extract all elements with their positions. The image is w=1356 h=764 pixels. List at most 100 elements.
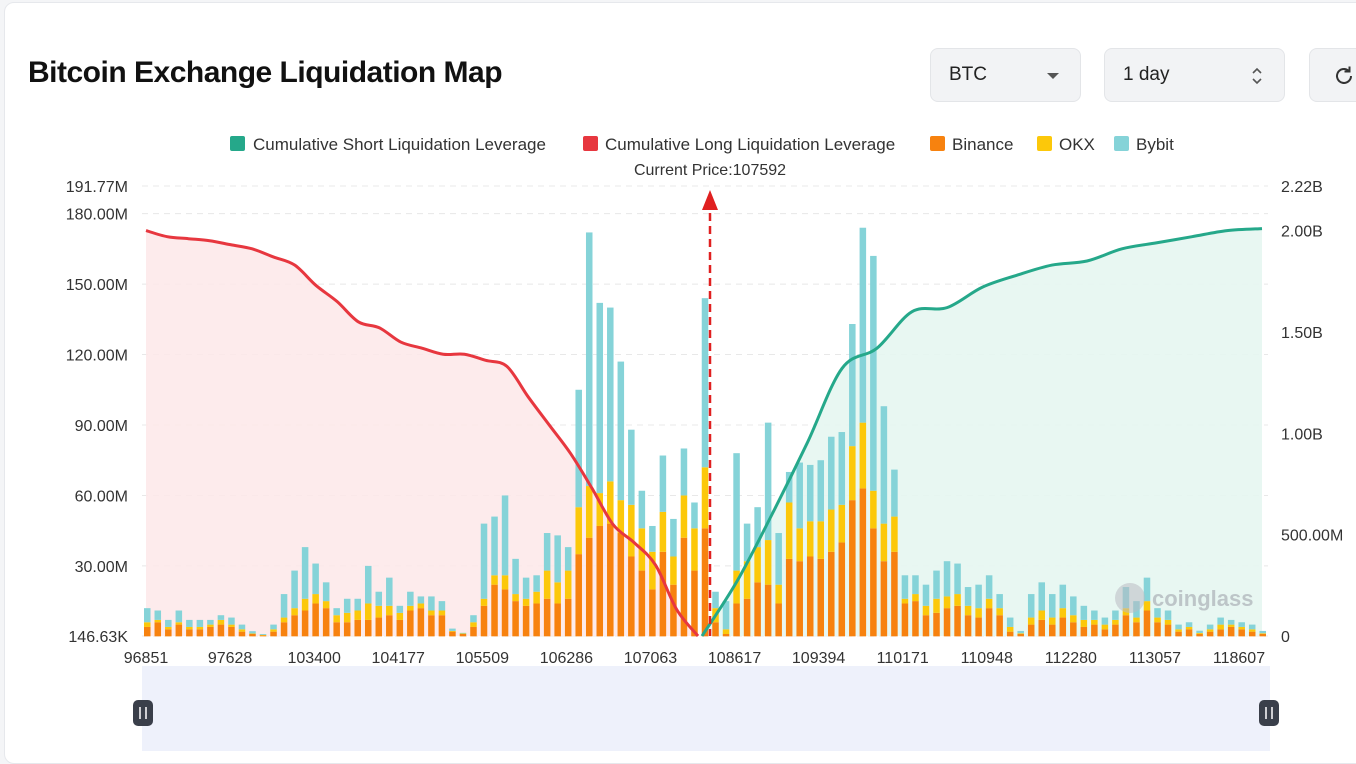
bar-bybit xyxy=(944,561,951,596)
bar-binance xyxy=(449,632,456,637)
bar-okx xyxy=(155,620,162,622)
bar-bybit xyxy=(418,596,425,603)
bar-binance xyxy=(1133,622,1140,636)
bar-binance xyxy=(1238,629,1245,636)
bar-okx xyxy=(828,510,835,552)
bar-binance xyxy=(575,554,582,636)
legend-label-bybit: Bybit xyxy=(1136,135,1174,154)
bar-bybit xyxy=(1091,611,1098,620)
bar-okx xyxy=(186,627,193,629)
bar-binance xyxy=(765,585,772,637)
bar-binance xyxy=(1017,634,1024,636)
bar-binance xyxy=(323,608,330,636)
legend-item-short[interactable]: Cumulative Short Liquidation Leverage xyxy=(230,135,546,154)
bar-okx xyxy=(418,603,425,608)
bar-bybit xyxy=(923,585,930,606)
bar-bybit xyxy=(439,601,446,610)
bar-bybit xyxy=(670,519,677,557)
bar-okx xyxy=(817,521,824,559)
bar-binance xyxy=(418,608,425,636)
right-axis-tick-label: 500.00M xyxy=(1281,528,1343,545)
legend-item-long[interactable]: Cumulative Long Liquidation Leverage xyxy=(583,135,895,154)
bar-bybit xyxy=(470,615,477,622)
bar-binance xyxy=(523,606,530,637)
bar-bybit xyxy=(176,611,183,623)
bar-okx xyxy=(660,512,667,552)
bar-bybit xyxy=(618,362,625,501)
bar-bybit xyxy=(1207,625,1214,630)
legend-item-binance[interactable]: Binance xyxy=(930,135,1013,154)
coinglass-watermark: coinglass xyxy=(1115,583,1253,613)
bar-binance xyxy=(144,627,151,636)
zoom-handle-right[interactable] xyxy=(1259,700,1279,726)
bar-bybit xyxy=(996,594,1003,608)
bar-bybit xyxy=(1186,622,1193,627)
bar-bybit xyxy=(323,582,330,601)
bar-okx xyxy=(902,599,909,604)
bar-binance xyxy=(260,635,267,636)
bar-bybit xyxy=(1175,625,1182,630)
legend-swatch-long xyxy=(583,136,598,151)
bar-okx xyxy=(512,594,519,601)
bar-okx xyxy=(796,528,803,561)
bar-bybit xyxy=(775,533,782,585)
bar-binance xyxy=(1196,634,1203,636)
zoom-handle-left[interactable] xyxy=(133,700,153,726)
bar-bybit xyxy=(891,470,898,517)
bar-okx xyxy=(775,585,782,604)
x-axis-tick-label: 118607 xyxy=(1213,650,1265,667)
right-axis-tick-label: 2.00B xyxy=(1281,224,1323,241)
bar-binance xyxy=(481,606,488,637)
bar-binance xyxy=(754,582,761,636)
bar-bybit xyxy=(691,502,698,528)
bar-binance xyxy=(1207,632,1214,637)
legend-item-okx[interactable]: OKX xyxy=(1037,135,1095,154)
bar-binance xyxy=(333,622,340,636)
bar-okx xyxy=(1228,625,1235,627)
bar-binance xyxy=(828,552,835,637)
bar-binance xyxy=(817,559,824,637)
bar-bybit xyxy=(397,606,404,613)
bar-okx xyxy=(1007,627,1014,632)
bar-bybit xyxy=(165,620,172,627)
bar-bybit xyxy=(1259,631,1266,633)
bar-okx xyxy=(1207,629,1214,631)
bar-okx xyxy=(344,613,351,622)
bar-binance xyxy=(554,603,561,636)
bar-okx xyxy=(502,575,509,589)
legend-label-binance: Binance xyxy=(952,135,1013,154)
bar-okx xyxy=(407,606,414,611)
left-axis-tick-label: 60.00M xyxy=(75,488,128,505)
bar-binance xyxy=(470,627,477,636)
bar-okx xyxy=(681,495,688,537)
bar-binance xyxy=(491,585,498,637)
bar-binance xyxy=(881,561,888,636)
x-axis-tick-label: 104177 xyxy=(372,650,425,667)
bar-okx xyxy=(1175,629,1182,631)
x-axis-tick-label: 103400 xyxy=(287,650,340,667)
bar-bybit xyxy=(954,564,961,595)
bar-binance xyxy=(354,620,361,636)
bar-okx xyxy=(1049,618,1056,625)
bar-okx xyxy=(397,613,404,620)
bar-bybit xyxy=(839,432,846,505)
bar-okx xyxy=(291,608,298,615)
bar-binance xyxy=(639,571,646,637)
bar-bybit xyxy=(1028,594,1035,617)
bar-okx xyxy=(228,625,235,627)
bar-bybit xyxy=(354,599,361,611)
zoom-slider-track[interactable] xyxy=(142,666,1270,751)
legend-item-bybit[interactable]: Bybit xyxy=(1114,135,1174,154)
bar-binance xyxy=(860,488,867,636)
bar-binance xyxy=(912,601,919,636)
bar-binance xyxy=(965,615,972,636)
bar-okx xyxy=(533,592,540,604)
bar-binance xyxy=(565,599,572,637)
x-axis-tick-label: 110948 xyxy=(961,650,1013,667)
bar-okx xyxy=(439,611,446,616)
bar-okx xyxy=(470,622,477,627)
x-axis-tick-label: 113057 xyxy=(1129,650,1181,667)
bar-bybit xyxy=(1070,596,1077,615)
